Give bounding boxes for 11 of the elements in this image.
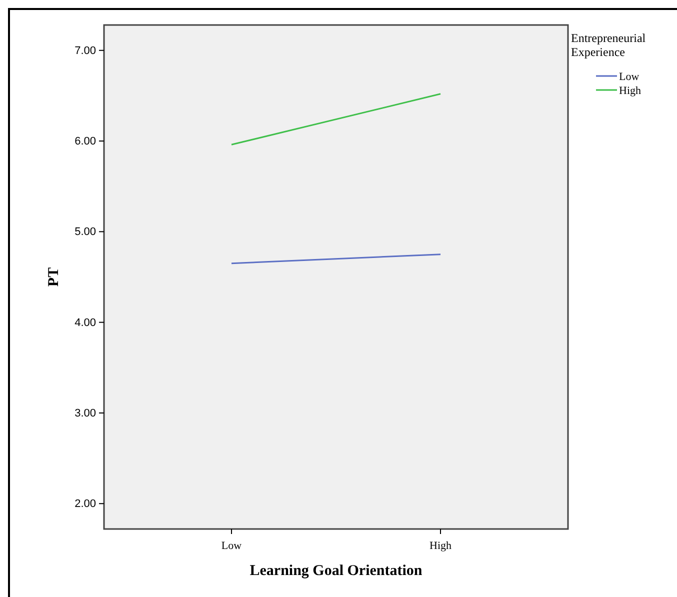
y-tick-label: 5.00 xyxy=(74,226,96,238)
x-axis-title: Learning Goal Orientation xyxy=(250,563,423,579)
legend-label: High xyxy=(619,85,642,97)
y-tick-label: 6.00 xyxy=(74,136,96,148)
y-axis-title: PT xyxy=(46,267,62,287)
legend-title: Entrepreneurial Experience xyxy=(571,31,646,59)
y-tick-label: 7.00 xyxy=(74,44,96,57)
y-tick-label: 2.00 xyxy=(74,498,96,510)
y-tick-label: 3.00 xyxy=(74,407,96,420)
y-tick-label: 4.00 xyxy=(74,316,96,329)
legend-label: Low xyxy=(619,71,640,83)
